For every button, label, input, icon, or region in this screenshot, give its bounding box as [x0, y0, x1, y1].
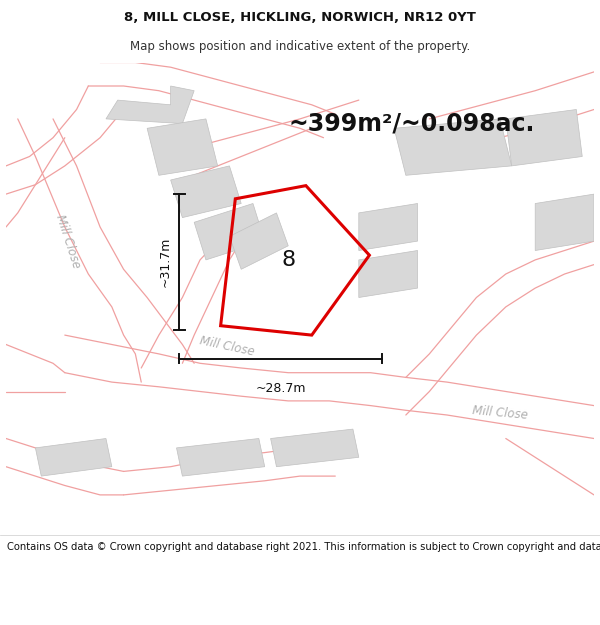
Polygon shape	[271, 429, 359, 467]
Text: Mill Close: Mill Close	[53, 213, 83, 269]
Polygon shape	[35, 439, 112, 476]
Polygon shape	[535, 194, 594, 251]
Text: 8, MILL CLOSE, HICKLING, NORWICH, NR12 0YT: 8, MILL CLOSE, HICKLING, NORWICH, NR12 0…	[124, 11, 476, 24]
Polygon shape	[359, 204, 418, 251]
Polygon shape	[106, 86, 194, 124]
Polygon shape	[229, 213, 288, 269]
Text: Mill Close: Mill Close	[472, 404, 528, 421]
Text: ~28.7m: ~28.7m	[256, 382, 306, 395]
Text: ~399m²/~0.098ac.: ~399m²/~0.098ac.	[288, 112, 535, 136]
Text: Map shows position and indicative extent of the property.: Map shows position and indicative extent…	[130, 41, 470, 53]
Polygon shape	[147, 119, 218, 175]
Polygon shape	[394, 119, 512, 175]
Text: Mill Close: Mill Close	[198, 335, 255, 359]
Text: Contains OS data © Crown copyright and database right 2021. This information is : Contains OS data © Crown copyright and d…	[7, 542, 600, 552]
Polygon shape	[176, 439, 265, 476]
Polygon shape	[506, 109, 582, 166]
Text: 8: 8	[281, 250, 296, 270]
Polygon shape	[194, 204, 265, 260]
Text: ~31.7m: ~31.7m	[158, 237, 171, 288]
Polygon shape	[359, 251, 418, 298]
Polygon shape	[170, 166, 241, 217]
